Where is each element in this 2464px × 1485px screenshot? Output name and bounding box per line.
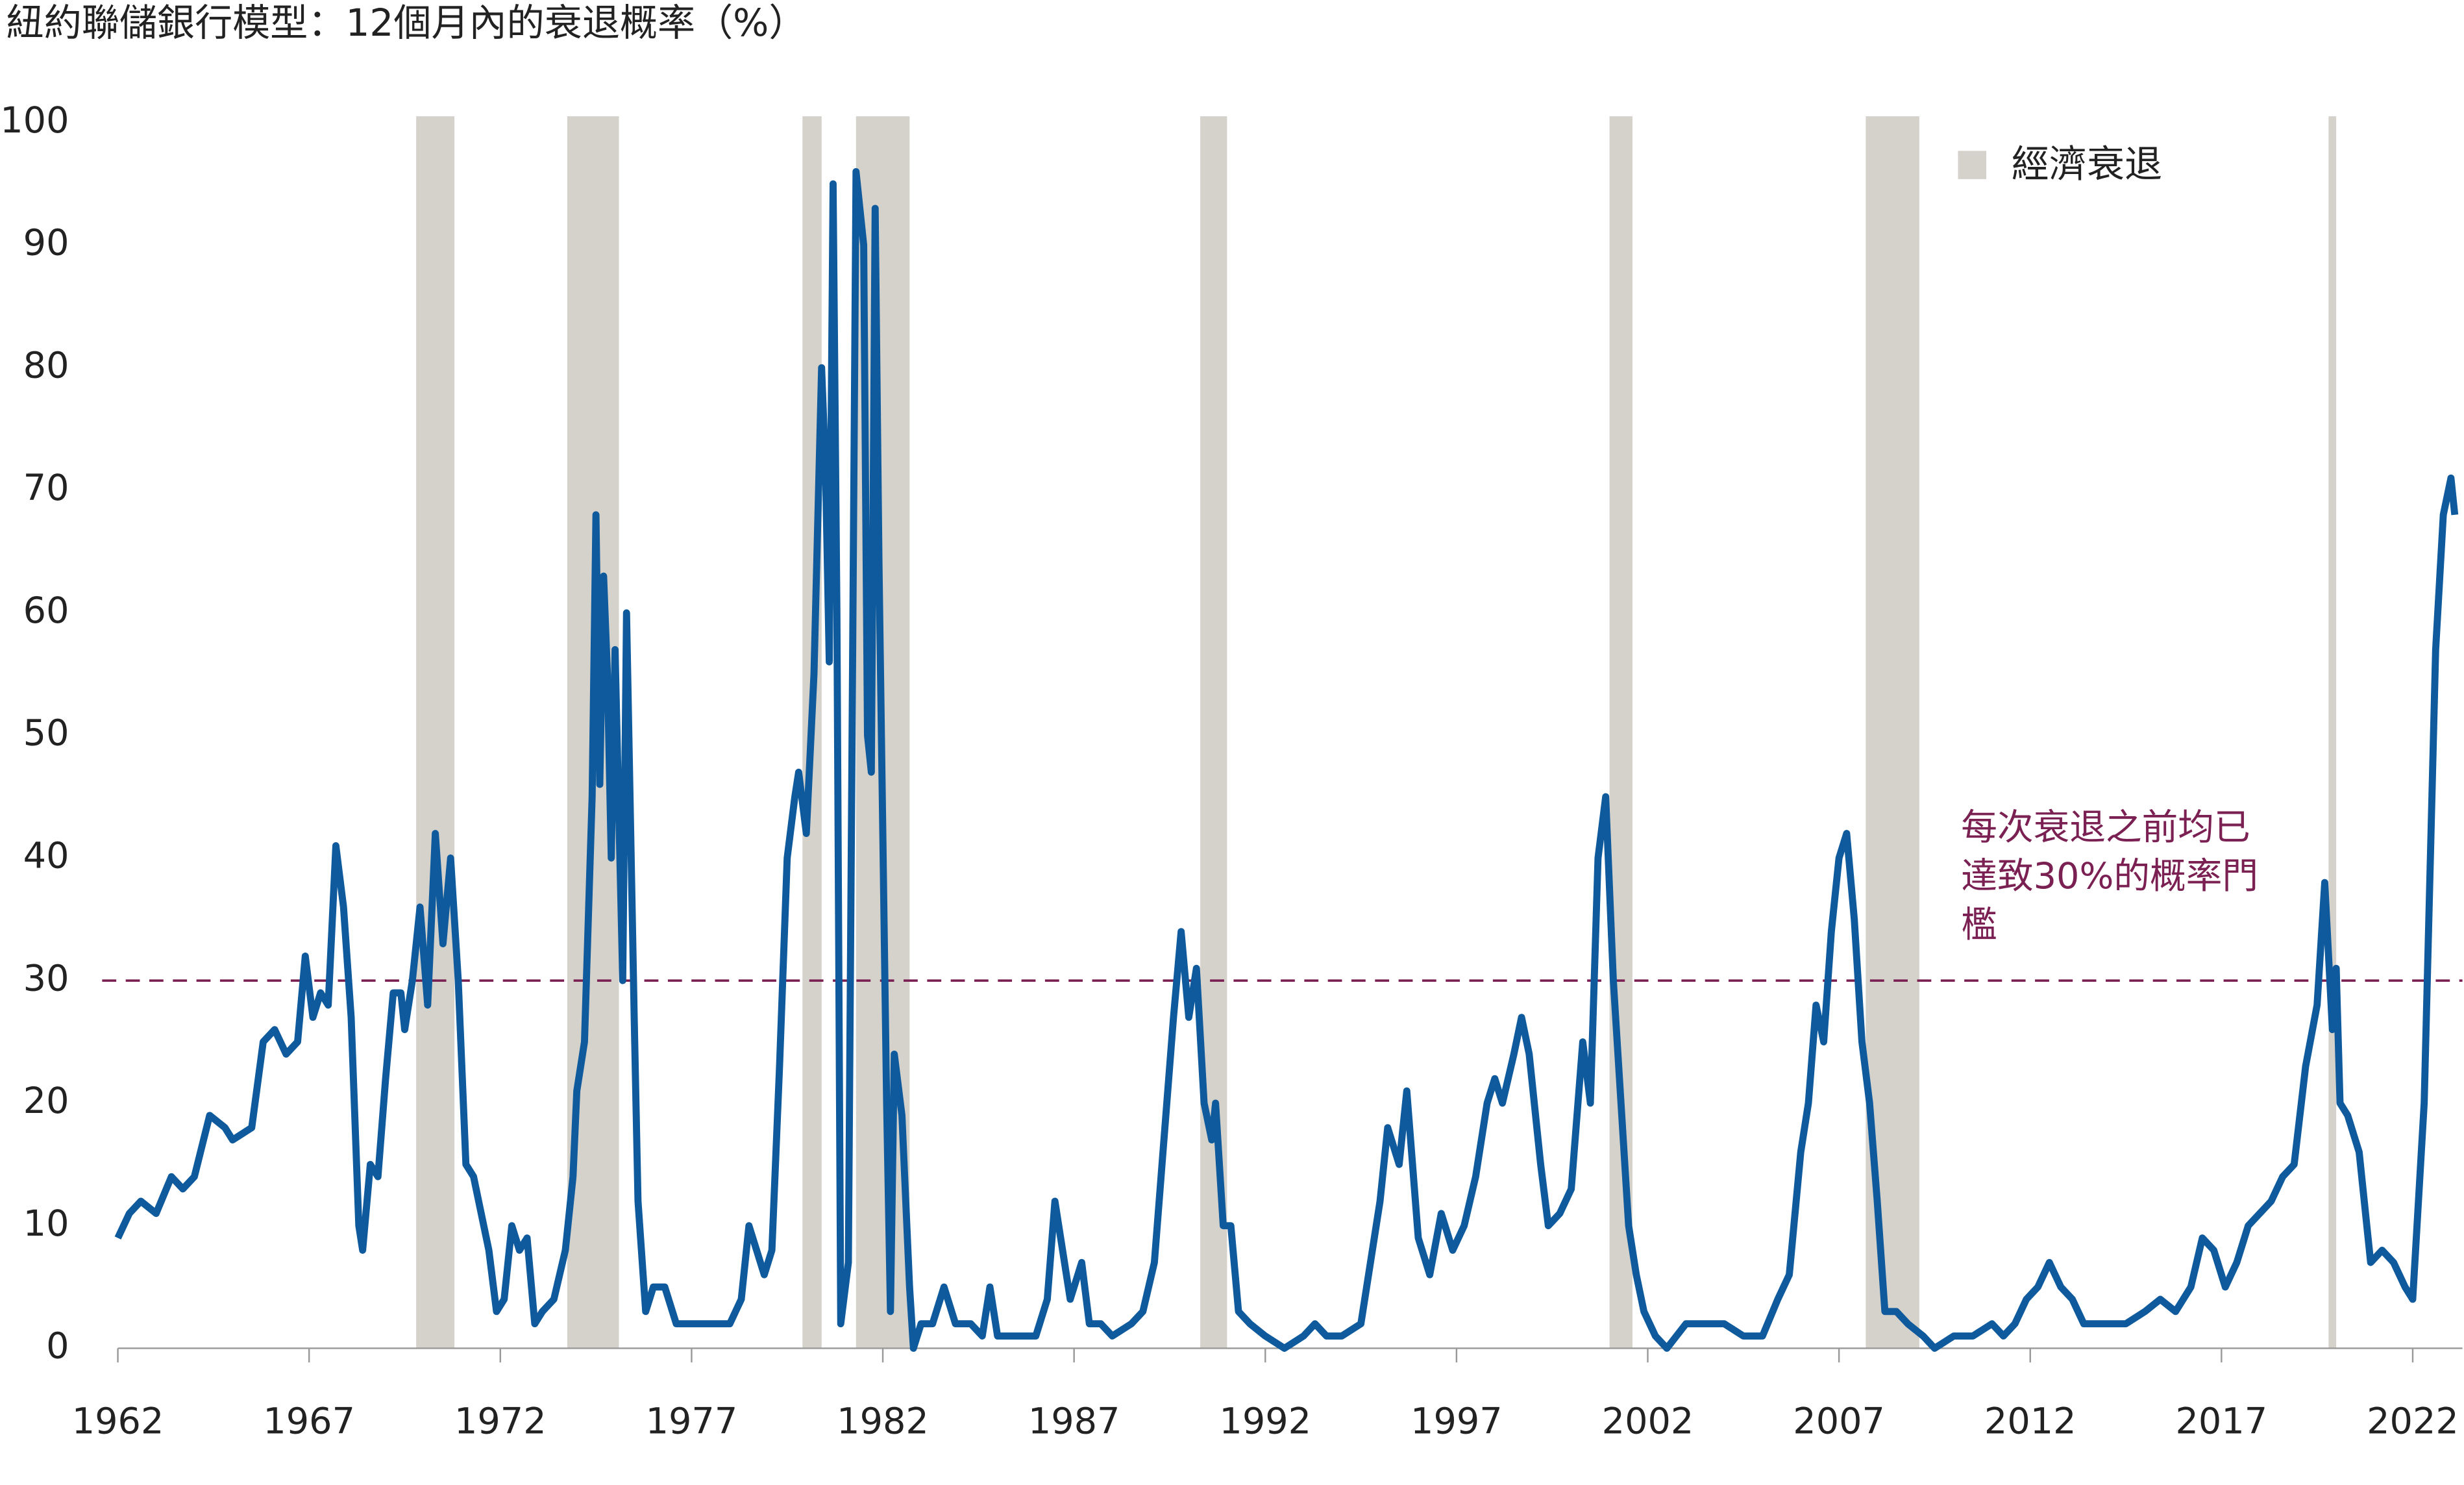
y-tick-label: 30 bbox=[23, 957, 69, 999]
y-tick-label: 50 bbox=[23, 712, 69, 755]
y-tick-label: 100 bbox=[0, 99, 69, 142]
y-tick-label: 0 bbox=[46, 1325, 69, 1367]
x-tick-label: 2002 bbox=[1602, 1401, 1694, 1443]
x-tick-label: 1967 bbox=[263, 1401, 355, 1443]
x-tick-label: 1972 bbox=[454, 1401, 547, 1443]
y-tick-label: 80 bbox=[23, 344, 69, 386]
y-tick-label: 70 bbox=[23, 467, 69, 509]
y-tick-label: 40 bbox=[23, 835, 69, 877]
y-tick-label: 20 bbox=[23, 1080, 69, 1122]
recession-band bbox=[1609, 116, 1632, 1349]
x-tick-label: 1962 bbox=[72, 1401, 164, 1443]
legend-label: 經濟衰退 bbox=[2012, 142, 2162, 186]
chart-title: 紐約聯儲銀行模型：12個月內的衰退概率（%） bbox=[6, 1, 807, 45]
x-tick-label: 2022 bbox=[2367, 1401, 2459, 1443]
x-tick-label: 1987 bbox=[1028, 1401, 1120, 1443]
x-tick-label: 1997 bbox=[1411, 1401, 1503, 1443]
series-line bbox=[114, 168, 2459, 1352]
legend-swatch bbox=[1958, 151, 1987, 179]
recession-band bbox=[416, 116, 455, 1349]
y-tick-label: 10 bbox=[23, 1203, 69, 1245]
x-tick-label: 1982 bbox=[837, 1401, 929, 1443]
y-tick-label: 60 bbox=[23, 590, 69, 632]
x-tick-label: 2017 bbox=[2176, 1401, 2268, 1443]
recession-band bbox=[1200, 116, 1227, 1349]
x-tick-label: 1977 bbox=[646, 1401, 738, 1443]
x-tick-label: 2012 bbox=[1984, 1401, 2076, 1443]
annotation: 達致30%的概率門 bbox=[1961, 855, 2258, 897]
x-tick-label: 2007 bbox=[1793, 1401, 1885, 1443]
recession-band bbox=[2328, 116, 2337, 1349]
x-tick-label: 1992 bbox=[1219, 1401, 1311, 1443]
y-tick-label: 90 bbox=[23, 222, 69, 264]
annotation: 檻 bbox=[1961, 904, 1997, 946]
annotation: 每次衰退之前均已 bbox=[1961, 806, 2250, 849]
